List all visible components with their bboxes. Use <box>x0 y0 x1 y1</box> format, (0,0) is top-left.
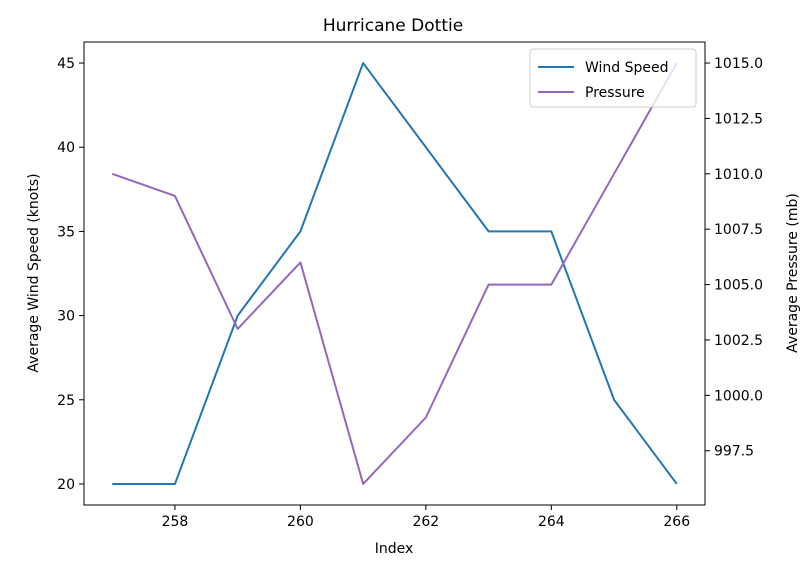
x-tick-label: 260 <box>287 514 314 530</box>
y-right-tick-label: 1010.0 <box>714 167 763 183</box>
y-left-axis-label: Average Wind Speed (knots) <box>26 173 42 372</box>
y-right-axis-label: Average Pressure (mb) <box>785 193 801 353</box>
y-right-tick-label: 1002.5 <box>714 333 763 349</box>
y-left-tick-label: 35 <box>57 224 75 240</box>
legend-label-wind-speed: Wind Speed <box>585 60 669 76</box>
y-left-tick-label: 30 <box>57 309 75 325</box>
y-right-axis-ticks: 997.5 1000.0 1002.5 1005.0 1007.5 1010.0 1012.… <box>705 56 763 460</box>
y-right-tick-label: 1005.0 <box>714 278 763 294</box>
y-left-tick-label: 20 <box>57 477 75 493</box>
y-right-tick-label: 1007.5 <box>714 222 763 238</box>
x-axis-label: Index <box>375 541 414 557</box>
series-layer <box>111 62 678 485</box>
y-left-tick-label: 40 <box>57 140 75 156</box>
y-right-tick-label: 1012.5 <box>714 111 763 127</box>
plot-frame <box>83 41 706 506</box>
y-left-tick-label: 25 <box>57 393 75 409</box>
y-right-tick-label: 1000.0 <box>714 388 763 404</box>
series-line-pressure <box>111 62 678 485</box>
x-tick-label: 262 <box>412 514 439 530</box>
x-tick-label: 258 <box>162 514 189 530</box>
series-line-wind-speed <box>112 62 678 485</box>
chart-title: Hurricane Dottie <box>323 16 463 36</box>
x-tick-label: 266 <box>663 514 690 530</box>
x-axis-ticks: 258 260 262 264 266 <box>162 505 690 530</box>
y-left-tick-label: 45 <box>57 56 75 72</box>
y-left-axis-ticks: 20 25 30 35 40 45 <box>57 56 84 493</box>
y-right-tick-label: 997.5 <box>714 444 754 460</box>
legend: Wind Speed Pressure <box>529 48 697 108</box>
y-right-tick-label: 1015.0 <box>714 56 763 72</box>
x-tick-label: 264 <box>538 514 565 530</box>
legend-label-pressure: Pressure <box>585 85 645 101</box>
